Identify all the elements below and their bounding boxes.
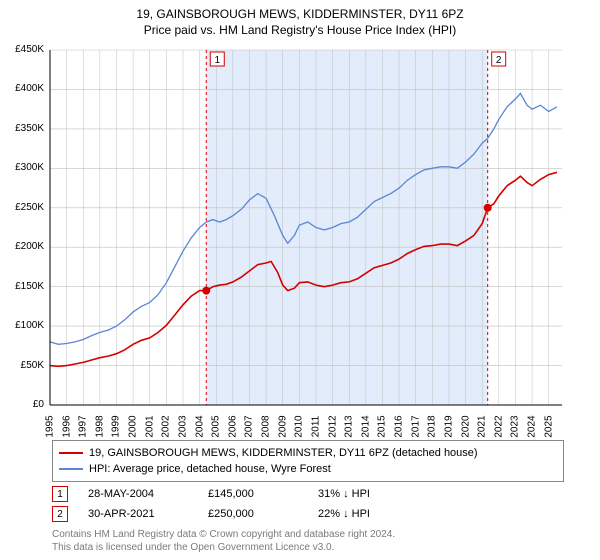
y-tick-label: £400K bbox=[2, 83, 44, 94]
footer-line-1: Contains HM Land Registry data © Crown c… bbox=[52, 528, 395, 541]
marker-number: 1 bbox=[52, 486, 68, 502]
legend-row: 19, GAINSBOROUGH MEWS, KIDDERMINSTER, DY… bbox=[59, 445, 557, 461]
marker-row: 1 28-MAY-2004 £145,000 31% ↓ HPI bbox=[52, 484, 564, 504]
legend: 19, GAINSBOROUGH MEWS, KIDDERMINSTER, DY… bbox=[52, 440, 564, 482]
marker-price: £250,000 bbox=[208, 508, 298, 520]
y-tick-label: £200K bbox=[2, 241, 44, 252]
legend-row: HPI: Average price, detached house, Wyre… bbox=[59, 461, 557, 477]
y-tick-label: £150K bbox=[2, 281, 44, 292]
legend-label: HPI: Average price, detached house, Wyre… bbox=[89, 463, 331, 475]
chart-area: 12 £0£50K£100K£150K£200K£250K£300K£350K£… bbox=[0, 40, 600, 435]
x-tick-label: 2021 bbox=[477, 412, 488, 442]
x-tick-label: 2018 bbox=[427, 412, 438, 442]
y-tick-label: £350K bbox=[2, 123, 44, 134]
x-tick-label: 2009 bbox=[277, 412, 288, 442]
x-tick-label: 2015 bbox=[377, 412, 388, 442]
legend-swatch bbox=[59, 452, 83, 454]
x-tick-label: 2002 bbox=[161, 412, 172, 442]
legend-swatch bbox=[59, 468, 83, 470]
chart-svg: 12 bbox=[0, 40, 600, 435]
footer-note: Contains HM Land Registry data © Crown c… bbox=[52, 528, 395, 554]
x-tick-label: 2001 bbox=[144, 412, 155, 442]
marker-date: 30-APR-2021 bbox=[88, 508, 188, 520]
svg-text:1: 1 bbox=[214, 55, 220, 66]
marker-price: £145,000 bbox=[208, 488, 298, 500]
title-line-1: 19, GAINSBOROUGH MEWS, KIDDERMINSTER, DY… bbox=[0, 6, 600, 22]
x-tick-label: 2007 bbox=[244, 412, 255, 442]
x-tick-label: 1995 bbox=[45, 412, 56, 442]
y-tick-label: £50K bbox=[2, 360, 44, 371]
x-tick-label: 1998 bbox=[94, 412, 105, 442]
x-tick-label: 1999 bbox=[111, 412, 122, 442]
x-tick-label: 2020 bbox=[460, 412, 471, 442]
marker-row: 2 30-APR-2021 £250,000 22% ↓ HPI bbox=[52, 504, 564, 524]
x-tick-label: 2006 bbox=[227, 412, 238, 442]
x-tick-label: 2005 bbox=[211, 412, 222, 442]
x-tick-label: 2019 bbox=[443, 412, 454, 442]
x-tick-label: 2003 bbox=[177, 412, 188, 442]
marker-number: 2 bbox=[52, 506, 68, 522]
marker-pct: 22% ↓ HPI bbox=[318, 508, 408, 520]
chart-title-block: 19, GAINSBOROUGH MEWS, KIDDERMINSTER, DY… bbox=[0, 0, 600, 38]
x-tick-label: 1996 bbox=[61, 412, 72, 442]
x-tick-label: 1997 bbox=[78, 412, 89, 442]
x-tick-label: 2016 bbox=[394, 412, 405, 442]
x-tick-label: 2017 bbox=[410, 412, 421, 442]
x-tick-label: 2012 bbox=[327, 412, 338, 442]
svg-text:2: 2 bbox=[496, 55, 502, 66]
title-line-2: Price paid vs. HM Land Registry's House … bbox=[0, 22, 600, 38]
y-tick-label: £450K bbox=[2, 44, 44, 55]
page: 19, GAINSBOROUGH MEWS, KIDDERMINSTER, DY… bbox=[0, 0, 600, 560]
x-tick-label: 2023 bbox=[510, 412, 521, 442]
y-tick-label: £300K bbox=[2, 162, 44, 173]
x-tick-label: 2011 bbox=[310, 412, 321, 442]
legend-label: 19, GAINSBOROUGH MEWS, KIDDERMINSTER, DY… bbox=[89, 447, 478, 459]
y-tick-label: £250K bbox=[2, 202, 44, 213]
x-tick-label: 2014 bbox=[360, 412, 371, 442]
x-tick-label: 2013 bbox=[344, 412, 355, 442]
marker-pct: 31% ↓ HPI bbox=[318, 488, 408, 500]
x-tick-label: 2008 bbox=[261, 412, 272, 442]
y-tick-label: £100K bbox=[2, 320, 44, 331]
marker-date: 28-MAY-2004 bbox=[88, 488, 188, 500]
x-tick-label: 2004 bbox=[194, 412, 205, 442]
x-tick-label: 2022 bbox=[493, 412, 504, 442]
x-tick-label: 2000 bbox=[128, 412, 139, 442]
x-tick-label: 2010 bbox=[294, 412, 305, 442]
footer-line-2: This data is licensed under the Open Gov… bbox=[52, 541, 395, 554]
marker-table: 1 28-MAY-2004 £145,000 31% ↓ HPI 2 30-APR-202… bbox=[52, 484, 564, 524]
x-tick-label: 2025 bbox=[543, 412, 554, 442]
x-tick-label: 2024 bbox=[527, 412, 538, 442]
y-tick-label: £0 bbox=[2, 399, 44, 410]
